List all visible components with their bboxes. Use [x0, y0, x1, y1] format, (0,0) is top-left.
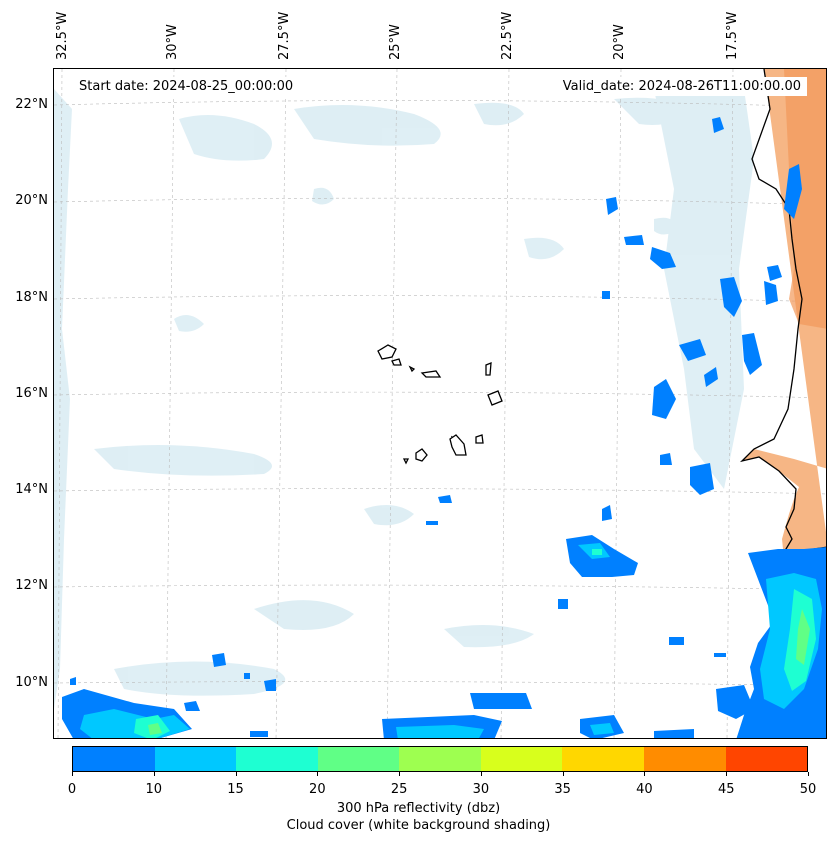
colorbar-tick-label-1: 10 — [145, 782, 163, 797]
map-canvas — [54, 69, 826, 738]
colorbar-swatch-2 — [236, 747, 318, 771]
colorbar-tick-label-7: 40 — [636, 782, 653, 797]
lon-label-25w: 25°W — [388, 24, 403, 60]
africa-land — [739, 69, 826, 560]
island-sao-vicente — [391, 358, 402, 366]
lat-label-16n: 16°N — [15, 386, 48, 401]
colorbar-swatch-3 — [317, 747, 400, 771]
island-maio — [475, 434, 484, 444]
cape-verde-islands — [377, 344, 503, 465]
start-date-label: Start date: 2024-08-25_00:00:00 — [73, 77, 300, 96]
island-santiago — [449, 434, 467, 456]
map-panel: Start date: 2024-08-25_00:00:00 Valid_da… — [53, 68, 827, 739]
lat-label-14n: 14°N — [15, 482, 48, 497]
colorbar-swatch-1 — [154, 747, 237, 771]
colorbar-tick-label-6: 35 — [554, 782, 571, 797]
lat-label-20n: 20°N — [15, 193, 48, 208]
island-santa-luzia — [408, 365, 416, 373]
lon-label-22-5w: 22.5°W — [500, 11, 515, 60]
colorbar-swatch-4 — [399, 747, 481, 771]
island-sal — [485, 362, 492, 376]
colorbar-tick-label-3: 20 — [309, 782, 326, 797]
colorbar-tickmark-5 — [480, 772, 482, 776]
colorbar-tickmark-7 — [644, 772, 646, 776]
colorbar-tickmark-3 — [317, 772, 319, 776]
island-islet — [402, 458, 410, 465]
colorbar-tick-label-9: 50 — [799, 782, 817, 797]
colorbar-tickmark-0 — [72, 772, 73, 776]
colorbar-swatch-7 — [643, 747, 726, 771]
colorbar-swatch-5 — [480, 747, 563, 771]
valid-date-label: Valid_date: 2024-08-26T11:00:00.00 — [556, 77, 807, 96]
colorbar-tick-label-4: 25 — [390, 782, 408, 797]
reflectivity-layer — [62, 117, 826, 738]
colorbar-tick-label-0: 0 — [67, 782, 77, 797]
lon-label-27-5w: 27.5°W — [277, 11, 292, 60]
island-sao-nicolau — [420, 370, 442, 378]
cloud-cover-layer — [54, 89, 754, 709]
colorbar-tickmark-8 — [726, 772, 728, 776]
lat-label-10n: 10°N — [15, 675, 48, 690]
colorbar-tickmark-2 — [235, 772, 237, 776]
colorbar-label: 300 hPa reflectivity (dbz) — [336, 801, 501, 816]
colorbar-swatch-0 — [73, 747, 155, 771]
colorbar-sublabel: Cloud cover (white background shading) — [286, 818, 551, 833]
colorbar-tick-label-5: 30 — [472, 782, 490, 797]
lon-label-32-5w: 32.5°W — [55, 11, 70, 60]
colorbar-tick-label-2: 15 — [227, 782, 244, 797]
colorbar-tick-label-8: 45 — [717, 782, 735, 797]
lat-label-12n: 12°N — [15, 578, 48, 593]
colorbar — [72, 746, 808, 772]
island-santo-antao — [377, 344, 397, 360]
lat-label-22n: 22°N — [15, 97, 48, 112]
island-boa-vista — [487, 390, 503, 406]
colorbar-tickmark-1 — [153, 772, 155, 776]
lon-label-17-5w: 17.5°W — [725, 11, 740, 60]
lon-label-30w: 30°W — [165, 24, 180, 60]
colorbar-tickmark-9 — [808, 772, 809, 776]
colorbar-tickmark-6 — [562, 772, 564, 776]
colorbar-swatch-6 — [562, 747, 644, 771]
colorbar-tickmark-4 — [399, 772, 401, 776]
island-fogo — [415, 448, 428, 462]
lat-label-18n: 18°N — [15, 290, 48, 305]
colorbar-swatch-8 — [725, 747, 808, 771]
lon-label-20w: 20°W — [612, 24, 627, 60]
graticule — [54, 69, 826, 738]
